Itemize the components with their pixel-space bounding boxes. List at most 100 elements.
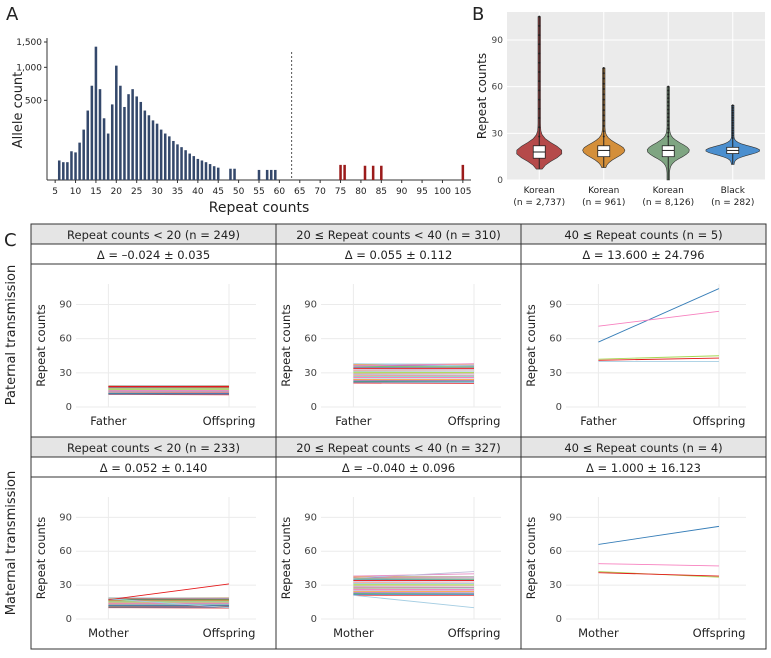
- histogram-y-tick-label: 1,000: [16, 63, 42, 73]
- histogram-bar: [78, 143, 81, 180]
- histogram-bar: [148, 115, 151, 180]
- violin-outlier: [538, 108, 540, 110]
- violin-outlier: [603, 109, 605, 111]
- facet-ylabel: Repeat counts: [279, 517, 293, 600]
- violin-outlier: [603, 120, 605, 122]
- transmission-line: [598, 564, 719, 566]
- violin-outlier: [667, 112, 669, 114]
- histogram-xlabel: Repeat counts: [209, 200, 310, 216]
- facet-y-tick-label: 30: [59, 368, 72, 379]
- facet-y-tick-label: 30: [549, 368, 562, 379]
- violin-outlier: [732, 112, 734, 114]
- row-label-maternal: Maternal transmission: [4, 471, 19, 615]
- histogram-x-tick-label: 90: [396, 187, 408, 197]
- facet-y-tick-label: 30: [304, 368, 317, 379]
- violin-outlier: [603, 125, 605, 127]
- facet-xlabel-parent: Mother: [88, 626, 129, 640]
- histogram-bar-expanded: [339, 165, 342, 180]
- violin-group-label: Korean: [524, 186, 555, 196]
- violin-outlier: [603, 130, 605, 132]
- violin-outlier: [538, 117, 540, 119]
- facet-y-tick-label: 30: [549, 580, 562, 591]
- histogram-bar: [58, 160, 61, 180]
- violin-outlier: [667, 93, 669, 95]
- violin-outlier: [732, 137, 734, 139]
- histogram-bar: [74, 152, 77, 180]
- facet-delta: Δ = –0.040 ± 0.096: [342, 461, 455, 475]
- violin-group-label: Korean: [588, 186, 619, 196]
- violin-outlier: [667, 101, 669, 103]
- facet-ylabel: Repeat counts: [524, 517, 538, 600]
- histogram-bar: [91, 86, 94, 180]
- facet-ylabel: Repeat counts: [34, 517, 48, 600]
- facet-title: 40 ≤ Repeat counts (n = 4): [564, 441, 722, 455]
- violin-group-n: (n = 961): [582, 198, 625, 208]
- violin-ylabel: Repeat counts: [475, 53, 489, 139]
- facet-xlabel-parent: Father: [580, 414, 616, 428]
- facet-xlabel-parent: Mother: [578, 626, 619, 640]
- histogram-bar: [180, 147, 183, 180]
- violin-outlier: [732, 129, 734, 131]
- violin-group-n: (n = 8,126): [642, 198, 694, 208]
- violin-outlier: [538, 89, 540, 91]
- histogram-x-tick-label: 65: [294, 187, 305, 197]
- histogram-bar: [270, 170, 273, 180]
- violin-outlier: [603, 93, 605, 95]
- histogram-bar: [274, 170, 277, 180]
- facet-y-tick-label: 0: [311, 402, 317, 413]
- violin-outlier: [603, 135, 605, 137]
- violin-outlier: [667, 128, 669, 130]
- violin-outlier: [603, 114, 605, 116]
- facet-xlabel-parent: Father: [335, 414, 371, 428]
- histogram-x-tick-label: 85: [376, 187, 387, 197]
- transmission-panels: Paternal transmission Maternal transmiss…: [4, 224, 766, 649]
- panel-letter-a: A: [6, 4, 19, 25]
- violin-group-n: (n = 282): [711, 198, 754, 208]
- histogram-bar: [176, 144, 179, 180]
- facet-title: 20 ≤ Repeat counts < 40 (n = 310): [296, 228, 501, 242]
- violin-outlier: [538, 25, 540, 27]
- histogram-x-tick-label: 60: [274, 187, 286, 197]
- facet-delta: Δ = 0.052 ± 0.140: [100, 461, 208, 475]
- histogram-bar: [233, 169, 236, 180]
- histogram-bar-expanded: [343, 165, 346, 180]
- histogram-x-tick-label: 100: [434, 187, 451, 197]
- histogram-bar-expanded: [462, 165, 465, 180]
- histogram-x-tick-label: 95: [416, 187, 427, 197]
- violin-outlier: [667, 124, 669, 126]
- violin-outlier: [538, 126, 540, 128]
- histogram-x-tick-label: 10: [70, 187, 82, 197]
- row-label-paternal: Paternal transmission: [4, 265, 19, 405]
- facet-y-tick-label: 60: [304, 546, 317, 557]
- histogram-bar: [70, 151, 73, 180]
- violin-outlier: [667, 86, 669, 88]
- histogram-panel: Allele count Repeat counts 5001,0001,500…: [11, 38, 471, 216]
- histogram-bar: [152, 120, 155, 180]
- histogram-x-tick-label: 35: [172, 187, 183, 197]
- facet-y-tick-label: 60: [304, 334, 317, 345]
- transmission-line: [598, 311, 719, 326]
- panel-letter-b: B: [472, 4, 484, 25]
- facet-ylabel: Repeat counts: [34, 304, 48, 387]
- violin-outlier: [732, 127, 734, 129]
- violin-box: [662, 146, 674, 157]
- violin-y-tick-label: 30: [492, 129, 504, 139]
- histogram-bar: [172, 141, 175, 180]
- violin-outlier: [732, 114, 734, 116]
- facet-y-tick-label: 0: [556, 614, 562, 625]
- violin-outlier: [603, 67, 605, 69]
- violin-outlier: [538, 53, 540, 55]
- histogram-bar: [127, 94, 130, 180]
- histogram-bar: [213, 166, 216, 180]
- facet-y-tick-label: 0: [66, 402, 72, 413]
- violin-outlier: [732, 124, 734, 126]
- violin-outlier: [667, 89, 669, 91]
- histogram-bar: [95, 47, 98, 180]
- facet-y-tick-label: 0: [556, 402, 562, 413]
- histogram-x-tick-label: 105: [454, 187, 471, 197]
- violin-outlier: [538, 80, 540, 82]
- facet-y-tick-label: 90: [549, 512, 562, 523]
- histogram-bar: [201, 160, 204, 180]
